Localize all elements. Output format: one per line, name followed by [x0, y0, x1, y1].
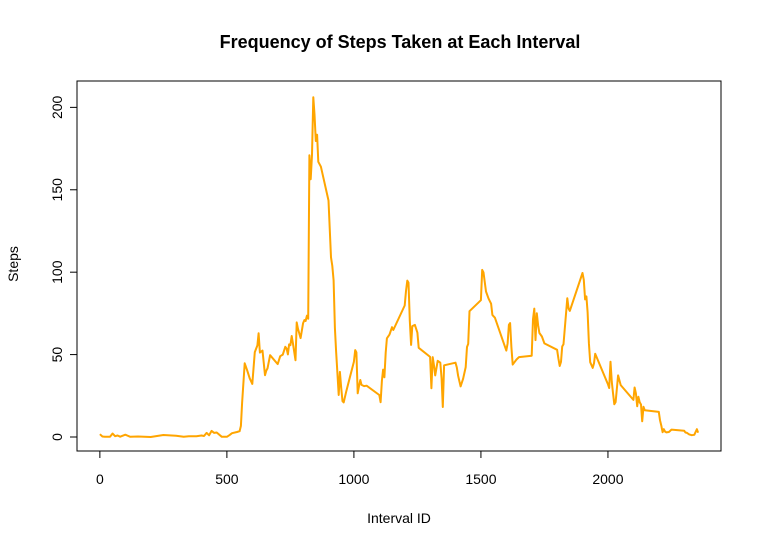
- plot-box: [76, 80, 722, 452]
- y-axis-label: Steps: [5, 246, 21, 282]
- y-tick-label: 100: [49, 260, 65, 284]
- y-tick-label: 0: [49, 433, 65, 441]
- x-tick-label: 500: [215, 471, 239, 487]
- chart-title: Frequency of Steps Taken at Each Interva…: [220, 32, 581, 52]
- series-line-steps: [99, 96, 700, 438]
- y-tick-label: 200: [49, 95, 65, 119]
- y-tick-label: 50: [49, 347, 65, 363]
- x-tick-label: 1000: [338, 471, 369, 487]
- x-tick-label: 2000: [592, 471, 623, 487]
- x-axis-label: Interval ID: [367, 510, 431, 526]
- y-axis: 0 50 100 150 200: [49, 95, 78, 441]
- x-tick-label: 1500: [465, 471, 496, 487]
- x-tick-label: 0: [96, 471, 104, 487]
- y-tick-label: 150: [49, 178, 65, 202]
- series-layer: [99, 96, 700, 438]
- x-axis: 0 500 1000 1500 2000: [96, 450, 624, 487]
